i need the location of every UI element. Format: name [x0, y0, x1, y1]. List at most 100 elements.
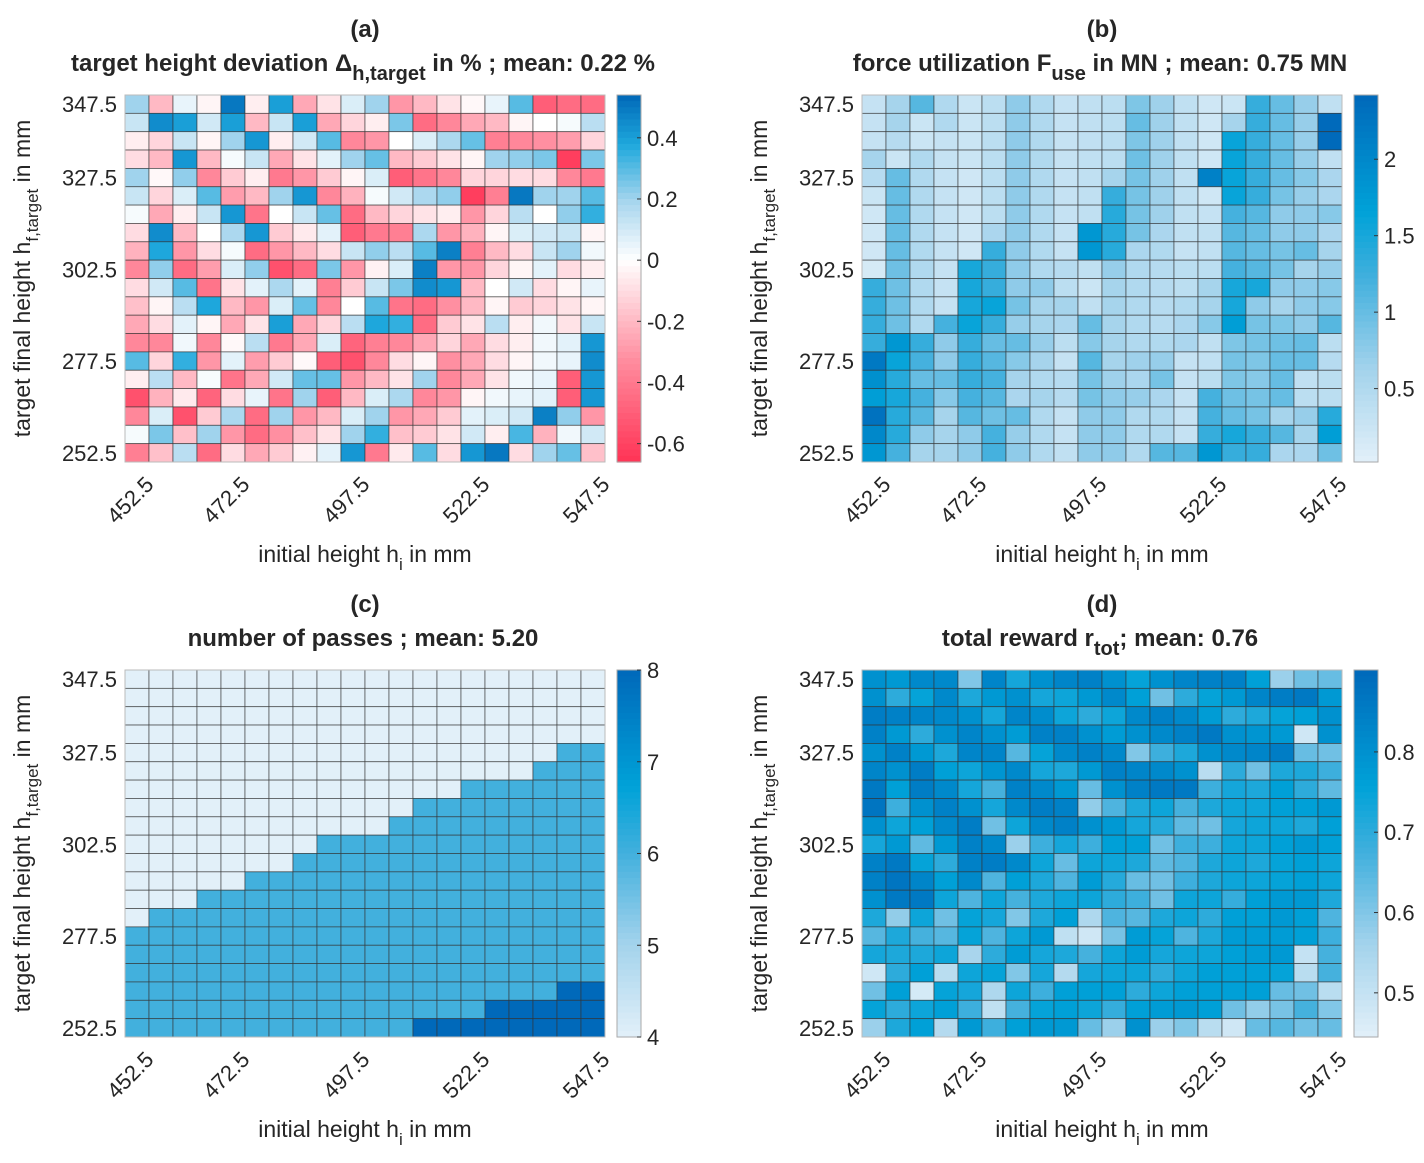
x-axis-label: initial height hi in mm: [258, 1116, 471, 1149]
heatmap-cell: [1245, 816, 1271, 836]
heatmap-cell: [340, 779, 366, 799]
heatmap-cell: [532, 149, 558, 169]
heatmap-cell: [957, 944, 983, 965]
colorbar-segment: [617, 376, 641, 384]
heatmap-cell: [508, 724, 534, 744]
heatmap-cell: [1077, 149, 1103, 169]
heatmap-cell: [124, 259, 150, 279]
heatmap-cell: [1029, 406, 1055, 426]
heatmap-cell: [1245, 296, 1271, 316]
heatmap-cell: [220, 388, 246, 408]
heatmap-cell: [957, 259, 983, 279]
colorbar-segment: [1354, 712, 1378, 720]
heatmap-cell: [1029, 259, 1055, 279]
heatmap-cell: [1245, 724, 1271, 744]
heatmap-cell: [981, 743, 1007, 763]
heatmap-cell: [364, 406, 390, 426]
colorbar-segment: [1354, 804, 1378, 812]
heatmap-cell: [124, 779, 150, 799]
heatmap-cell: [436, 351, 462, 371]
heatmap-cell: [1293, 204, 1319, 224]
heatmap-cell: [1269, 999, 1295, 1020]
heatmap-cell: [148, 204, 174, 224]
heatmap-cell: [1317, 706, 1343, 726]
heatmap-cell: [532, 406, 558, 426]
heatmap-cell: [148, 406, 174, 426]
heatmap-cell: [933, 167, 959, 188]
colorbar-tick-label: 0.8: [1384, 740, 1415, 765]
heatmap-cell: [196, 351, 222, 371]
heatmap-cell: [1293, 333, 1319, 353]
heatmap-cell: [364, 963, 390, 983]
heatmap-cell: [412, 223, 438, 243]
heatmap-cell: [981, 149, 1007, 169]
colorbar-segment: [617, 192, 641, 200]
heatmap-cell: [1077, 687, 1103, 708]
heatmap-cell: [508, 406, 534, 426]
heatmap-cell: [1125, 687, 1151, 708]
heatmap-cell: [1053, 167, 1079, 188]
heatmap-cell: [364, 871, 390, 891]
heatmap-cell: [1005, 999, 1031, 1020]
heatmap-cell: [1101, 761, 1127, 781]
heatmap-cell: [1005, 798, 1031, 818]
x-label-unit: in mm: [403, 541, 472, 567]
colorbar-segment: [617, 1000, 641, 1008]
heatmap-cell: [933, 278, 959, 298]
heatmap-cell: [364, 999, 390, 1020]
y-axis-label: target final height hf,target in mm: [9, 120, 42, 438]
x-label-subscript: i: [1136, 1130, 1140, 1149]
heatmap-cell: [556, 259, 582, 279]
heatmap-cell: [1005, 443, 1031, 463]
heatmap-cell: [933, 406, 959, 426]
colorbar-segment: [617, 884, 641, 891]
heatmap-cell: [292, 259, 318, 279]
heatmap-cell: [148, 388, 174, 408]
heatmap-cell: [532, 204, 558, 224]
x-tick-label: 522.5: [438, 472, 495, 529]
heatmap-cell: [957, 278, 983, 298]
heatmap-cell: [220, 369, 246, 390]
heatmap-cell: [340, 131, 366, 151]
heatmap-cell: [1245, 278, 1271, 298]
colorbar-segment: [1354, 272, 1378, 280]
heatmap-cell: [388, 853, 414, 873]
heatmap-cell: [412, 94, 438, 114]
heatmap-cell: [1053, 333, 1079, 353]
heatmap-cell: [1029, 443, 1055, 463]
heatmap-cell: [316, 204, 342, 224]
heatmap-cell: [172, 853, 198, 873]
heatmap-cell: [1293, 963, 1319, 983]
heatmap-cell: [861, 871, 887, 891]
heatmap-cell: [268, 314, 294, 334]
heatmap-cell: [861, 963, 887, 983]
heatmap-cell: [580, 724, 606, 744]
heatmap-cell: [316, 424, 342, 445]
colorbar-segment: [617, 272, 641, 280]
heatmap-cell: [1125, 999, 1151, 1020]
heatmap-cell: [1173, 834, 1199, 854]
heatmap-cell: [244, 204, 270, 224]
heatmap-cell: [1101, 424, 1127, 445]
heatmap-cell: [1269, 871, 1295, 891]
heatmap-cell: [1077, 406, 1103, 426]
heatmap-cell: [1221, 149, 1247, 169]
colorbar-segment: [1354, 296, 1378, 304]
heatmap-cell: [1221, 908, 1247, 928]
heatmap-cell: [364, 443, 390, 463]
heatmap-cell: [508, 369, 534, 390]
heatmap-cell: [244, 149, 270, 169]
heatmap-cell: [412, 1018, 438, 1038]
colorbar-segment: [1354, 125, 1378, 133]
title-text: target height deviation Δ: [71, 50, 352, 77]
heatmap-cell: [1293, 167, 1319, 188]
heatmap-cell: [1077, 259, 1103, 279]
heatmap-cell: [1077, 296, 1103, 316]
heatmap-cell: [1245, 333, 1271, 353]
heatmap-cell: [220, 424, 246, 445]
plot-frame: [861, 669, 1343, 1038]
colorbar-segment: [1354, 174, 1378, 182]
y-label-unit: in mm: [9, 695, 35, 764]
x-label-text: initial height h: [258, 541, 399, 567]
heatmap-cell: [172, 743, 198, 763]
